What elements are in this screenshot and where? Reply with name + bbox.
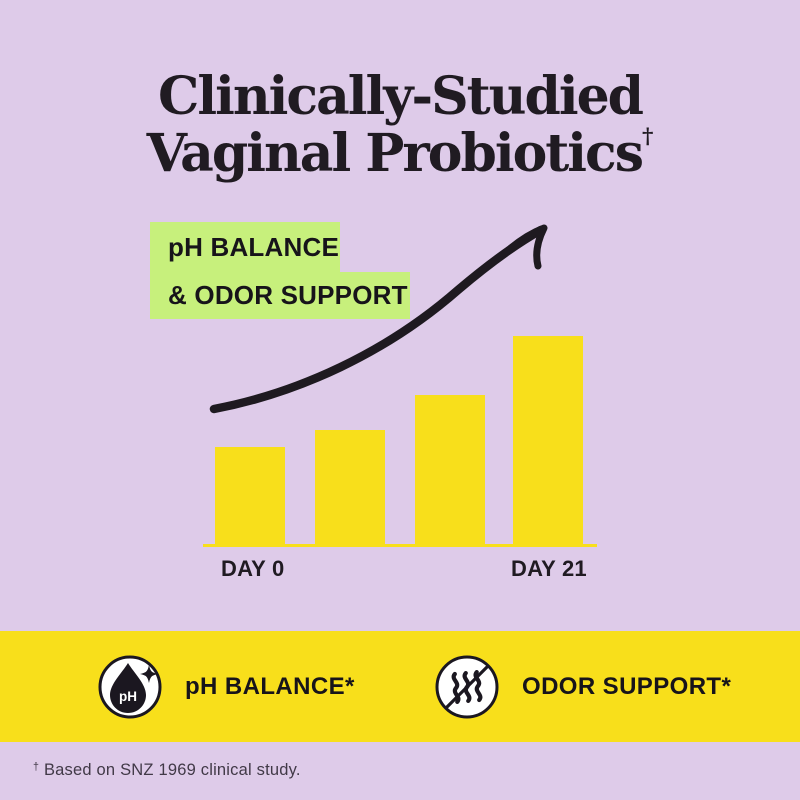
bar-mid-2 (415, 395, 485, 546)
highlight-badge-line-2: & ODOR SUPPORT (150, 272, 410, 319)
sparkle-icon (140, 664, 158, 683)
x-axis-line (203, 544, 597, 547)
highlight-text-2: & ODOR SUPPORT (168, 280, 408, 310)
bar-day-21 (513, 336, 583, 546)
page-title: Clinically-Studied Vaginal Probiotics† (0, 65, 800, 184)
feature-label-ph: pH BALANCE* (185, 672, 355, 700)
title-line-2: Vaginal Probiotics (146, 122, 644, 184)
feature-band: pH pH BALANCE* ODOR SUPPORT* (0, 631, 800, 742)
highlight-text-1: pH BALANCE (168, 231, 339, 262)
footnote-text: Based on SNZ 1969 clinical study. (43, 761, 301, 779)
no-odor-icon (435, 655, 499, 718)
x-label-day-0: DAY 0 (221, 556, 285, 581)
highlight-badge-line-1: pH BALANCE (150, 222, 340, 272)
title-dagger: † (642, 122, 654, 149)
bar-chart: DAY 0 DAY 21 (203, 320, 597, 581)
title-line-1: Clinically-Studied (157, 65, 644, 127)
bar-day-0 (215, 447, 285, 546)
footnote: † Based on SNZ 1969 clinical study. (33, 761, 301, 780)
ph-icon-text: pH (119, 689, 137, 704)
feature-ph-balance: pH pH BALANCE* (97, 631, 355, 742)
feature-label-odor: ODOR SUPPORT* (522, 672, 732, 700)
bar-mid-1 (315, 430, 385, 546)
ph-droplet-icon: pH (98, 655, 162, 718)
x-label-day-21: DAY 21 (511, 556, 587, 581)
feature-odor-support: ODOR SUPPORT* (434, 631, 731, 742)
footnote-dagger: † (33, 761, 40, 773)
